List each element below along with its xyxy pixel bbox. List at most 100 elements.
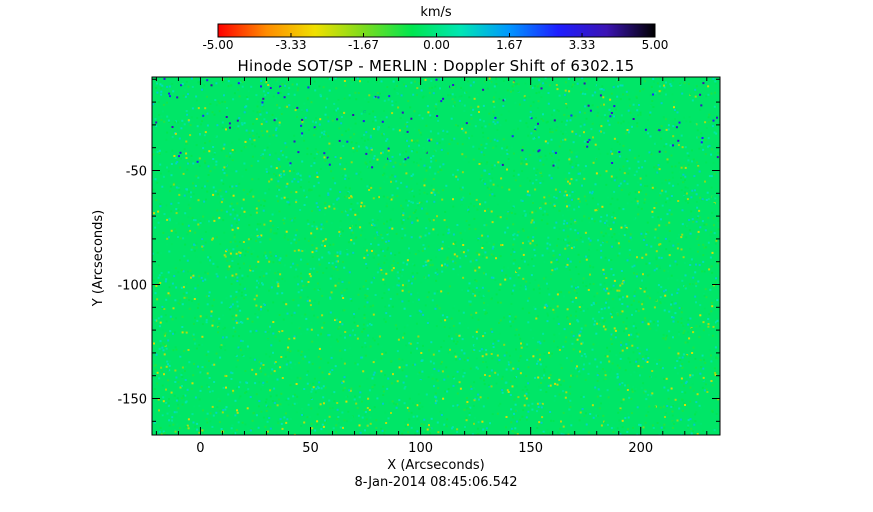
texture-speck — [455, 124, 457, 127]
texture-speck — [711, 384, 714, 387]
texture-speck — [502, 105, 505, 107]
texture-speck — [319, 118, 322, 121]
texture-speck — [452, 340, 455, 343]
texture-speck — [269, 78, 272, 81]
texture-speck — [408, 200, 411, 202]
texture-speck — [412, 402, 415, 405]
texture-speck — [570, 278, 572, 281]
texture-speck — [492, 276, 495, 279]
texture-speck — [265, 272, 268, 275]
texture-speck — [216, 236, 218, 239]
texture-speck — [352, 114, 355, 116]
texture-speck — [288, 170, 291, 173]
texture-speck — [385, 258, 388, 261]
texture-speck — [369, 422, 372, 425]
texture-speck — [716, 115, 719, 117]
texture-speck — [407, 348, 410, 351]
texture-speck — [417, 335, 420, 338]
texture-speck — [330, 222, 333, 225]
texture-speck — [279, 366, 282, 369]
texture-speck — [192, 421, 195, 424]
texture-speck — [592, 343, 595, 346]
texture-speck — [223, 143, 226, 146]
texture-speck — [459, 232, 462, 235]
texture-speck — [236, 300, 239, 303]
texture-speck — [656, 82, 659, 85]
texture-speck — [165, 320, 168, 323]
texture-speck — [304, 313, 307, 316]
texture-speck — [554, 401, 557, 404]
texture-speck — [484, 125, 487, 128]
texture-speck — [601, 317, 604, 320]
texture-speck — [708, 144, 711, 147]
texture-speck — [439, 410, 442, 413]
texture-speck — [350, 299, 353, 302]
texture-speck — [519, 184, 522, 187]
texture-speck — [274, 250, 277, 253]
texture-speck — [247, 90, 250, 93]
texture-speck — [568, 158, 571, 161]
texture-speck — [625, 228, 628, 231]
texture-speck — [225, 250, 227, 253]
texture-speck — [363, 97, 366, 100]
texture-speck — [294, 363, 297, 366]
texture-speck — [240, 162, 243, 164]
texture-speck — [558, 290, 561, 293]
texture-speck — [163, 77, 166, 80]
texture-speck — [207, 174, 210, 176]
texture-speck — [594, 143, 597, 146]
texture-speck — [624, 369, 627, 372]
texture-speck — [704, 121, 707, 124]
texture-speck — [437, 171, 440, 174]
texture-speck — [545, 365, 548, 368]
texture-speck — [600, 402, 602, 405]
texture-speck — [627, 121, 630, 124]
texture-speck — [300, 424, 303, 427]
texture-speck — [567, 257, 570, 260]
texture-speck — [308, 175, 311, 178]
texture-speck — [246, 345, 249, 348]
texture-speck — [684, 404, 686, 406]
texture-speck — [643, 290, 646, 293]
texture-speck — [572, 83, 574, 86]
texture-speck — [300, 277, 303, 280]
texture-speck — [256, 279, 258, 282]
texture-speck — [640, 286, 643, 289]
texture-speck — [220, 149, 223, 152]
texture-speck — [417, 298, 420, 301]
texture-speck — [283, 236, 286, 239]
texture-speck — [507, 363, 510, 366]
texture-speck — [481, 126, 484, 129]
texture-speck — [645, 348, 648, 351]
texture-speck — [652, 93, 654, 96]
texture-speck — [532, 265, 535, 267]
texture-speck — [354, 244, 356, 247]
texture-speck — [273, 401, 276, 404]
texture-speck — [452, 233, 455, 236]
texture-speck — [252, 110, 255, 113]
texture-speck — [277, 271, 280, 274]
texture-speck — [266, 420, 269, 423]
texture-speck — [414, 363, 417, 366]
texture-speck — [285, 146, 288, 149]
texture-speck — [619, 168, 621, 171]
texture-speck — [383, 283, 386, 286]
texture-speck — [640, 232, 643, 235]
texture-speck — [575, 367, 577, 370]
texture-speck — [668, 221, 671, 224]
texture-speck — [274, 272, 277, 275]
texture-speck — [194, 184, 197, 187]
texture-speck — [177, 209, 180, 212]
texture-speck — [293, 140, 296, 143]
texture-speck — [508, 359, 511, 362]
texture-speck — [210, 261, 213, 264]
texture-speck — [646, 295, 649, 298]
texture-speck — [181, 372, 184, 375]
texture-speck — [426, 322, 429, 324]
texture-speck — [265, 422, 268, 425]
texture-speck — [440, 261, 442, 264]
texture-speck — [369, 150, 372, 153]
texture-speck — [585, 285, 588, 288]
texture-speck — [670, 195, 673, 197]
texture-speck — [266, 130, 269, 133]
